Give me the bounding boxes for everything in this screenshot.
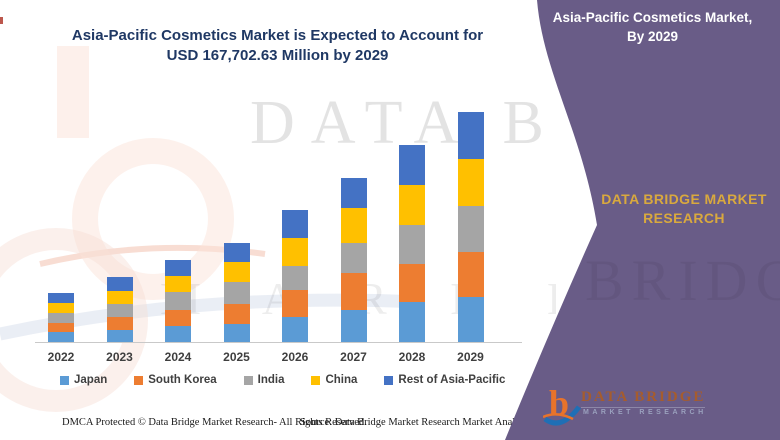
bar-segment-south-korea bbox=[106, 317, 133, 330]
bar-segment-japan bbox=[457, 297, 484, 342]
bar-segment-rest-of-asia-pacific bbox=[282, 210, 308, 238]
bar-segment-japan bbox=[165, 326, 191, 342]
bar-segment-japan bbox=[223, 323, 250, 342]
bar-2027 bbox=[340, 178, 367, 342]
bar-segment-rest-of-asia-pacific bbox=[48, 292, 74, 303]
bar-segment-japan bbox=[106, 329, 133, 342]
bar-2022 bbox=[48, 292, 74, 342]
bar-segment-india bbox=[106, 304, 133, 317]
brand-line2: RESEARCH bbox=[643, 210, 725, 226]
bar-segment-india bbox=[48, 312, 74, 323]
brand-line1: DATA BRIDGE MARKET bbox=[601, 191, 767, 207]
bar-segment-south-korea bbox=[223, 303, 250, 324]
bar-2023 bbox=[106, 277, 133, 342]
legend-item-india: India bbox=[243, 374, 285, 386]
footer-source-text: Source: Data Bridge Market Research Mark… bbox=[300, 417, 583, 428]
bar-2028 bbox=[399, 144, 425, 342]
chart-title-line1: Asia-Pacific Cosmetics Market is Expecte… bbox=[71, 27, 484, 44]
bar-2029 bbox=[457, 111, 484, 342]
legend-swatch bbox=[243, 375, 253, 385]
sidebar-title-line2: By 2029 bbox=[626, 29, 679, 44]
x-tick-label-2024: 2024 bbox=[164, 350, 192, 364]
bar-2026 bbox=[282, 210, 308, 342]
bar-segment-china bbox=[106, 291, 133, 304]
x-tick-label-2027: 2027 bbox=[340, 350, 367, 364]
bar-segment-rest-of-asia-pacific bbox=[106, 277, 133, 291]
legend-label: South Korea bbox=[148, 374, 217, 386]
legend-label: China bbox=[325, 374, 358, 386]
x-tick-label-2022: 2022 bbox=[47, 350, 75, 364]
bar-segment-japan bbox=[340, 309, 367, 342]
logo-monogram-icon: b bbox=[542, 383, 581, 426]
bar-segment-rest-of-asia-pacific bbox=[340, 178, 367, 208]
bar-segment-china bbox=[48, 302, 74, 313]
legend-swatch bbox=[384, 375, 394, 385]
legend-item-japan: Japan bbox=[60, 374, 107, 386]
x-tick-label-2029: 2029 bbox=[457, 350, 484, 364]
bar-segment-india bbox=[223, 282, 250, 304]
bar-segment-rest-of-asia-pacific bbox=[223, 243, 250, 262]
bar-segment-rest-of-asia-pacific bbox=[457, 111, 484, 159]
bar-segment-south-korea bbox=[48, 322, 74, 332]
bar-2025 bbox=[223, 243, 250, 342]
x-tick-label-2026: 2026 bbox=[281, 350, 309, 364]
bar-segment-india bbox=[165, 292, 191, 310]
bar-2024 bbox=[165, 259, 191, 342]
chart-title-line2: USD 167,702.63 Million by 2029 bbox=[166, 47, 389, 64]
legend-label: India bbox=[257, 374, 285, 386]
bar-segment-china bbox=[457, 159, 484, 206]
legend-item-south-korea: South Korea bbox=[134, 374, 217, 386]
bar-segment-japan bbox=[399, 302, 425, 342]
legend-item-china: China bbox=[311, 374, 357, 386]
hexagon-badge-2022: 2022 bbox=[659, 94, 713, 144]
sidebar-title: Asia-Pacific Cosmetics Market, By 2029 bbox=[545, 8, 760, 46]
bar-segment-rest-of-asia-pacific bbox=[399, 144, 425, 185]
bar-segment-south-korea bbox=[340, 273, 367, 310]
logo-text-main: DATA BRIDGE bbox=[581, 389, 706, 408]
bar-segment-south-korea bbox=[165, 309, 191, 326]
bar-segment-india bbox=[340, 243, 367, 273]
logo-text-sub: MARKET RESEARCH bbox=[583, 409, 707, 416]
bar-segment-south-korea bbox=[457, 252, 484, 297]
bar-segment-japan bbox=[48, 332, 74, 342]
hexagon-2022-label: 2022 bbox=[671, 111, 701, 127]
legend-label: Rest of Asia-Pacific bbox=[398, 374, 506, 386]
bar-segment-china bbox=[282, 237, 308, 266]
bar-segment-india bbox=[282, 265, 308, 290]
chart-legend: Japan South Korea India China Rest of Asia-P… bbox=[60, 374, 505, 386]
legend-item-rest-of-asia-pacific: Rest of Asia-Pacific bbox=[384, 374, 505, 386]
watermark-logo-shape bbox=[57, 46, 89, 138]
x-tick-label-2023: 2023 bbox=[106, 350, 133, 364]
footer-dmca-text: DMCA Protected © Data Bridge Market Rese… bbox=[62, 417, 367, 428]
bar-segment-china bbox=[399, 185, 425, 225]
legend-swatch bbox=[311, 375, 321, 385]
sidebar-brand-text: DATA BRIDGE MARKET RESEARCH bbox=[589, 190, 779, 228]
x-axis-line bbox=[35, 342, 522, 343]
bar-segment-south-korea bbox=[282, 289, 308, 317]
bar-segment-japan bbox=[282, 317, 308, 342]
company-logo: b DATA BRIDGE MARKET RESEARCH bbox=[542, 383, 706, 431]
svg-text:BRIDGE: BRIDGE bbox=[585, 248, 780, 313]
legend-swatch bbox=[60, 375, 69, 385]
x-tick-label-2025: 2025 bbox=[223, 350, 250, 364]
bar-segment-china bbox=[223, 262, 250, 282]
bar-segment-india bbox=[457, 205, 484, 252]
watermark-red-sliver bbox=[0, 17, 3, 24]
bar-segment-south-korea bbox=[399, 263, 425, 302]
chart-title: Asia-Pacific Cosmetics Market is Expecte… bbox=[15, 26, 540, 66]
bar-segment-india bbox=[399, 225, 425, 264]
bar-segment-rest-of-asia-pacific bbox=[165, 259, 191, 276]
x-tick-label-2028: 2028 bbox=[398, 350, 426, 364]
sidebar-title-line1: Asia-Pacific Cosmetics Market, bbox=[552, 10, 753, 25]
bar-segment-china bbox=[165, 275, 191, 292]
legend-swatch bbox=[134, 375, 144, 385]
legend-label: Japan bbox=[74, 374, 108, 386]
bar-segment-china bbox=[340, 208, 367, 243]
